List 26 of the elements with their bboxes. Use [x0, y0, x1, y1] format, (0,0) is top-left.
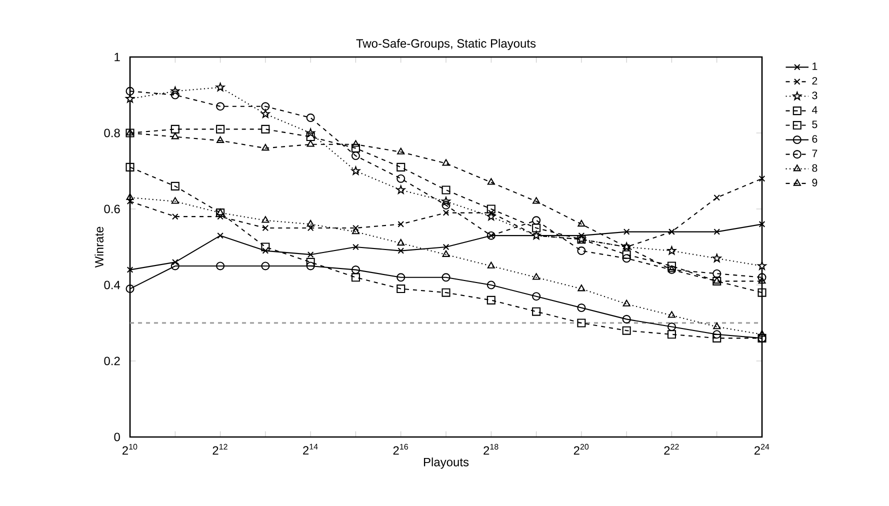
x-tick-label: 2$^{24}$ [754, 444, 770, 455]
legend-label: 1 [812, 62, 818, 70]
x-tick-label: 2$^{18}$ [484, 444, 498, 455]
y-tick-label: 1 [114, 52, 120, 62]
legend-label: 5 [812, 120, 818, 128]
x-tick-label: 2$^{12}$ [212, 444, 228, 455]
x-axis-title: Playouts [424, 458, 469, 469]
x-tick-label: 2$^{16}$ [393, 444, 408, 455]
legend-label: 4 [812, 106, 818, 114]
y-tick-label: 0.6 [104, 204, 120, 214]
y-tick-label: 0.8 [104, 128, 120, 138]
y-tick-label: 0.4 [104, 280, 120, 290]
legend-label: 2 [812, 77, 818, 85]
legend-label: 3 [812, 92, 818, 100]
x-tick-label: 2$^{14}$ [303, 444, 318, 455]
x-tick-label: 2$^{22}$ [664, 444, 679, 455]
y-tick-label: 0 [114, 432, 120, 442]
legend-label: 9 [812, 178, 818, 186]
legend-label: 7 [812, 150, 818, 158]
x-tick-label: 2$^{10}$ [122, 444, 138, 455]
legend-label: 8 [812, 164, 818, 172]
x-tick-label: 2$^{20}$ [574, 444, 589, 455]
y-axis-title: Winrate [94, 226, 104, 268]
y-tick-label: 0.2 [104, 356, 120, 366]
chart-title: Two-Safe-Groups, Static Playouts [356, 38, 536, 50]
legend-label: 6 [812, 135, 818, 143]
